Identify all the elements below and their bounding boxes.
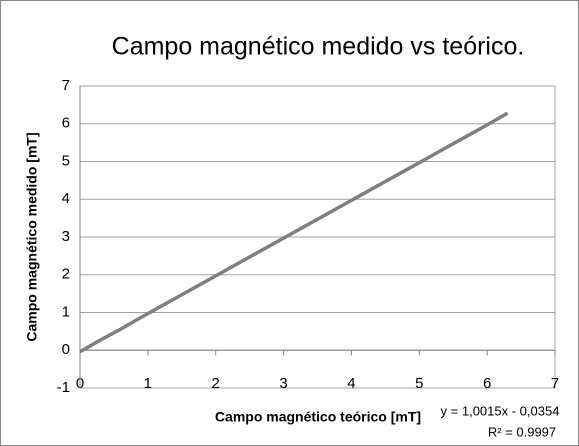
y-tick-label: 7 [62, 77, 70, 94]
x-axis-label: Campo magnético teórico [mT] [215, 409, 421, 425]
data-line [79, 111, 509, 354]
x-tick-label: 1 [144, 375, 152, 392]
x-tick-label: 5 [415, 375, 423, 392]
y-tick-label: 1 [62, 303, 70, 320]
y-tick-label: 4 [62, 190, 70, 207]
r-squared: R² = 0.9997 [488, 424, 556, 439]
y-tick-label: -1 [57, 379, 70, 396]
x-tick-label: 4 [347, 375, 355, 392]
y-tick-label: 6 [62, 115, 70, 132]
y-tick-label: 3 [62, 228, 70, 245]
chart-title: Campo magnético medido vs teórico. [112, 33, 525, 61]
equation: y = 1,0015x - 0,0354 [441, 403, 560, 418]
x-tick-label: 2 [212, 375, 220, 392]
y-axis-label: Campo magnético medido [mT] [24, 132, 40, 341]
y-tick-label: 2 [62, 266, 70, 283]
x-tick-label: 6 [483, 375, 491, 392]
x-tick-label: 7 [551, 375, 559, 392]
y-tick-label: 5 [62, 152, 70, 169]
x-tick-label: 3 [279, 375, 287, 392]
y-tick-label: 0 [62, 341, 70, 358]
